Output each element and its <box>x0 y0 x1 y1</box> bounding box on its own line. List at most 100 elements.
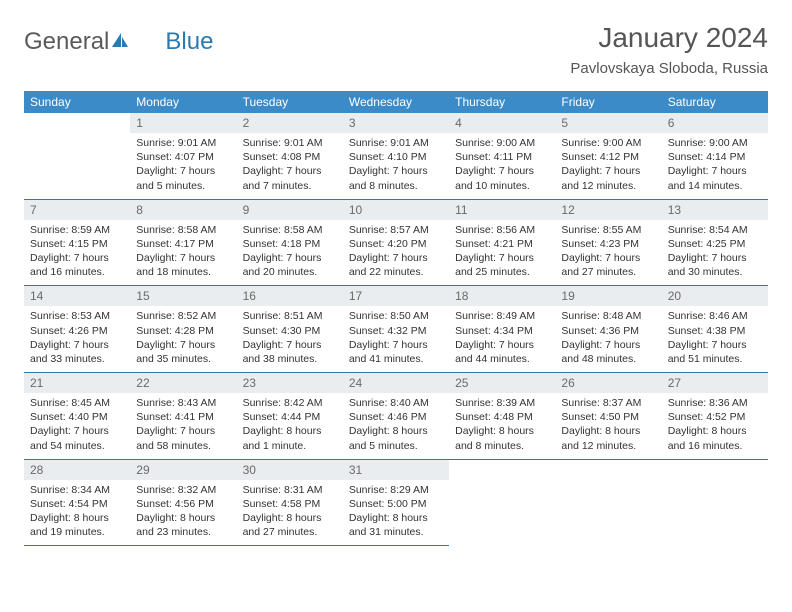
calendar-cell: 6Sunrise: 9:00 AMSunset: 4:14 PMDaylight… <box>662 113 768 199</box>
calendar-cell: 18Sunrise: 8:49 AMSunset: 4:34 PMDayligh… <box>449 286 555 373</box>
day-number: 22 <box>130 373 236 393</box>
day-number: 6 <box>662 113 768 133</box>
weekday-header: Friday <box>555 91 661 113</box>
day-number: 25 <box>449 373 555 393</box>
logo-sail-icon <box>111 31 129 49</box>
logo-text-1: General <box>24 28 109 56</box>
calendar-cell: 15Sunrise: 8:52 AMSunset: 4:28 PMDayligh… <box>130 286 236 373</box>
day-number: 11 <box>449 200 555 220</box>
day-details: Sunrise: 9:01 AMSunset: 4:07 PMDaylight:… <box>130 133 236 199</box>
calendar-cell: 17Sunrise: 8:50 AMSunset: 4:32 PMDayligh… <box>343 286 449 373</box>
day-details: Sunrise: 8:48 AMSunset: 4:36 PMDaylight:… <box>555 306 661 372</box>
calendar-cell: 29Sunrise: 8:32 AMSunset: 4:56 PMDayligh… <box>130 459 236 546</box>
calendar-table: SundayMondayTuesdayWednesdayThursdayFrid… <box>24 91 768 546</box>
calendar-cell: 1Sunrise: 9:01 AMSunset: 4:07 PMDaylight… <box>130 113 236 199</box>
day-number: 10 <box>343 200 449 220</box>
calendar-cell: 10Sunrise: 8:57 AMSunset: 4:20 PMDayligh… <box>343 199 449 286</box>
day-details: Sunrise: 9:01 AMSunset: 4:10 PMDaylight:… <box>343 133 449 199</box>
calendar-cell: 21Sunrise: 8:45 AMSunset: 4:40 PMDayligh… <box>24 373 130 460</box>
day-number: 2 <box>237 113 343 133</box>
calendar-cell: 8Sunrise: 8:58 AMSunset: 4:17 PMDaylight… <box>130 199 236 286</box>
day-details: Sunrise: 8:29 AMSunset: 5:00 PMDaylight:… <box>343 480 449 546</box>
day-details: Sunrise: 8:37 AMSunset: 4:50 PMDaylight:… <box>555 393 661 459</box>
calendar-cell <box>449 459 555 546</box>
header: General Blue January 2024 Pavlovskaya Sl… <box>24 22 768 77</box>
day-number: 1 <box>130 113 236 133</box>
title-block: January 2024 Pavlovskaya Sloboda, Russia <box>570 22 768 77</box>
weekday-header: Wednesday <box>343 91 449 113</box>
calendar-cell: 24Sunrise: 8:40 AMSunset: 4:46 PMDayligh… <box>343 373 449 460</box>
day-details: Sunrise: 8:57 AMSunset: 4:20 PMDaylight:… <box>343 220 449 286</box>
day-number: 24 <box>343 373 449 393</box>
day-number: 4 <box>449 113 555 133</box>
day-number: 9 <box>237 200 343 220</box>
calendar-cell <box>662 459 768 546</box>
day-details: Sunrise: 8:31 AMSunset: 4:58 PMDaylight:… <box>237 480 343 546</box>
day-details: Sunrise: 8:49 AMSunset: 4:34 PMDaylight:… <box>449 306 555 372</box>
day-details: Sunrise: 8:56 AMSunset: 4:21 PMDaylight:… <box>449 220 555 286</box>
day-details: Sunrise: 8:40 AMSunset: 4:46 PMDaylight:… <box>343 393 449 459</box>
calendar-body: 1Sunrise: 9:01 AMSunset: 4:07 PMDaylight… <box>24 113 768 546</box>
weekday-header: Tuesday <box>237 91 343 113</box>
day-number: 3 <box>343 113 449 133</box>
day-details: Sunrise: 8:59 AMSunset: 4:15 PMDaylight:… <box>24 220 130 286</box>
day-details: Sunrise: 8:55 AMSunset: 4:23 PMDaylight:… <box>555 220 661 286</box>
calendar-cell: 16Sunrise: 8:51 AMSunset: 4:30 PMDayligh… <box>237 286 343 373</box>
day-details: Sunrise: 9:00 AMSunset: 4:12 PMDaylight:… <box>555 133 661 199</box>
day-number: 7 <box>24 200 130 220</box>
day-number: 30 <box>237 460 343 480</box>
calendar-cell: 22Sunrise: 8:43 AMSunset: 4:41 PMDayligh… <box>130 373 236 460</box>
calendar-cell: 20Sunrise: 8:46 AMSunset: 4:38 PMDayligh… <box>662 286 768 373</box>
day-details: Sunrise: 8:58 AMSunset: 4:17 PMDaylight:… <box>130 220 236 286</box>
day-details: Sunrise: 8:32 AMSunset: 4:56 PMDaylight:… <box>130 480 236 546</box>
day-details: Sunrise: 8:50 AMSunset: 4:32 PMDaylight:… <box>343 306 449 372</box>
day-details: Sunrise: 8:58 AMSunset: 4:18 PMDaylight:… <box>237 220 343 286</box>
day-number: 21 <box>24 373 130 393</box>
day-details: Sunrise: 8:46 AMSunset: 4:38 PMDaylight:… <box>662 306 768 372</box>
day-number: 19 <box>555 286 661 306</box>
logo: General Blue <box>24 22 213 56</box>
calendar-cell: 4Sunrise: 9:00 AMSunset: 4:11 PMDaylight… <box>449 113 555 199</box>
weekday-header: Sunday <box>24 91 130 113</box>
day-number: 14 <box>24 286 130 306</box>
calendar-cell: 13Sunrise: 8:54 AMSunset: 4:25 PMDayligh… <box>662 199 768 286</box>
weekday-header: Monday <box>130 91 236 113</box>
calendar-cell: 30Sunrise: 8:31 AMSunset: 4:58 PMDayligh… <box>237 459 343 546</box>
day-details: Sunrise: 8:52 AMSunset: 4:28 PMDaylight:… <box>130 306 236 372</box>
calendar-cell: 28Sunrise: 8:34 AMSunset: 4:54 PMDayligh… <box>24 459 130 546</box>
day-details: Sunrise: 8:34 AMSunset: 4:54 PMDaylight:… <box>24 480 130 546</box>
day-details: Sunrise: 8:45 AMSunset: 4:40 PMDaylight:… <box>24 393 130 459</box>
calendar-cell: 3Sunrise: 9:01 AMSunset: 4:10 PMDaylight… <box>343 113 449 199</box>
day-number: 29 <box>130 460 236 480</box>
calendar-cell <box>555 459 661 546</box>
day-details: Sunrise: 8:43 AMSunset: 4:41 PMDaylight:… <box>130 393 236 459</box>
calendar-cell <box>24 113 130 199</box>
day-details: Sunrise: 8:53 AMSunset: 4:26 PMDaylight:… <box>24 306 130 372</box>
day-details: Sunrise: 8:36 AMSunset: 4:52 PMDaylight:… <box>662 393 768 459</box>
calendar-cell: 7Sunrise: 8:59 AMSunset: 4:15 PMDaylight… <box>24 199 130 286</box>
location: Pavlovskaya Sloboda, Russia <box>570 60 768 77</box>
calendar-cell: 12Sunrise: 8:55 AMSunset: 4:23 PMDayligh… <box>555 199 661 286</box>
calendar-cell: 25Sunrise: 8:39 AMSunset: 4:48 PMDayligh… <box>449 373 555 460</box>
logo-text-2: Blue <box>165 28 213 56</box>
calendar-cell: 14Sunrise: 8:53 AMSunset: 4:26 PMDayligh… <box>24 286 130 373</box>
day-number: 20 <box>662 286 768 306</box>
weekday-header: Thursday <box>449 91 555 113</box>
calendar-cell: 9Sunrise: 8:58 AMSunset: 4:18 PMDaylight… <box>237 199 343 286</box>
day-number: 15 <box>130 286 236 306</box>
day-number: 23 <box>237 373 343 393</box>
calendar-cell: 5Sunrise: 9:00 AMSunset: 4:12 PMDaylight… <box>555 113 661 199</box>
calendar-header-row: SundayMondayTuesdayWednesdayThursdayFrid… <box>24 91 768 113</box>
calendar-cell: 31Sunrise: 8:29 AMSunset: 5:00 PMDayligh… <box>343 459 449 546</box>
day-number: 16 <box>237 286 343 306</box>
weekday-header: Saturday <box>662 91 768 113</box>
calendar-cell: 11Sunrise: 8:56 AMSunset: 4:21 PMDayligh… <box>449 199 555 286</box>
day-details: Sunrise: 9:00 AMSunset: 4:11 PMDaylight:… <box>449 133 555 199</box>
calendar-cell: 23Sunrise: 8:42 AMSunset: 4:44 PMDayligh… <box>237 373 343 460</box>
day-number: 31 <box>343 460 449 480</box>
day-details: Sunrise: 9:00 AMSunset: 4:14 PMDaylight:… <box>662 133 768 199</box>
day-number: 5 <box>555 113 661 133</box>
day-number: 26 <box>555 373 661 393</box>
day-details: Sunrise: 8:54 AMSunset: 4:25 PMDaylight:… <box>662 220 768 286</box>
day-details: Sunrise: 8:39 AMSunset: 4:48 PMDaylight:… <box>449 393 555 459</box>
